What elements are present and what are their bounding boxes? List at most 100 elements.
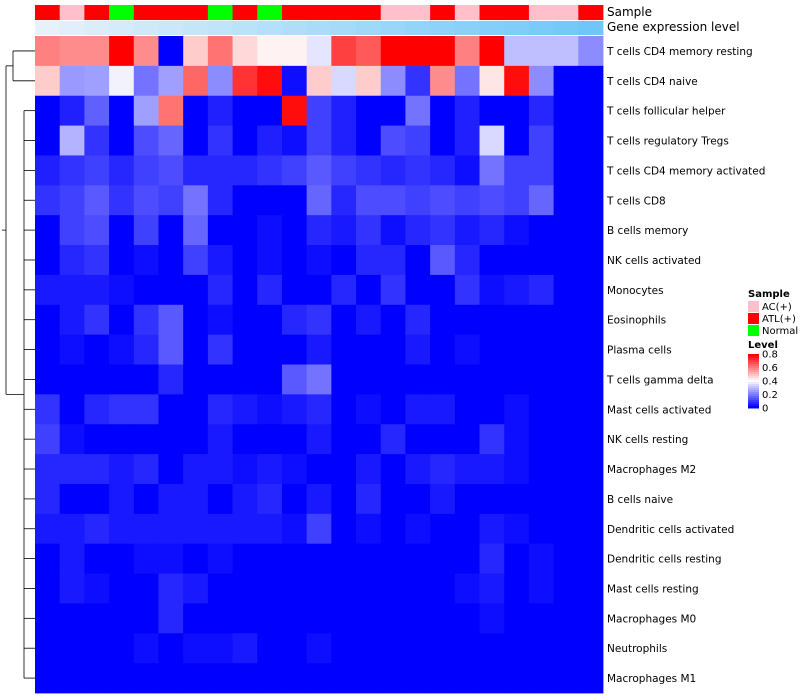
heatmap-cell: [405, 603, 431, 634]
heatmap-cell: [331, 603, 357, 634]
expression-annotation-cell: [454, 21, 480, 35]
heatmap-cell: [257, 304, 283, 336]
heatmap-cell: [183, 603, 209, 634]
heatmap-cell: [281, 663, 308, 694]
heatmap-cell: [504, 543, 530, 574]
heatmap-cell: [504, 424, 530, 455]
sample-annotation-cell: [133, 5, 159, 20]
heatmap-cell: [59, 304, 85, 336]
heatmap-cell: [454, 36, 480, 67]
heatmap-cell: [380, 573, 406, 604]
sample-annotation-cell: [232, 5, 258, 20]
legend-level-tick: 0.2: [762, 390, 778, 401]
heatmap-cell: [454, 245, 480, 276]
heatmap-cell: [405, 274, 431, 306]
heatmap-cell: [380, 155, 406, 186]
annotation-label-expression: Gene expression level: [607, 20, 740, 34]
heatmap-cell: [133, 304, 159, 336]
heatmap-cell: [331, 573, 357, 604]
heatmap-cell: [356, 424, 382, 455]
heatmap-cell: [207, 603, 233, 634]
heatmap-cell: [133, 543, 159, 574]
heatmap-cell: [84, 185, 110, 216]
heatmap-cell: [207, 394, 233, 425]
heatmap-cell: [405, 125, 431, 156]
heatmap-cell: [133, 663, 159, 694]
expression-annotation-cell: [59, 21, 85, 35]
heatmap-cell: [232, 633, 258, 664]
heatmap-cell: [405, 215, 431, 246]
heatmap-cell: [35, 543, 61, 574]
heatmap-cell: [59, 125, 85, 156]
heatmap-cell: [479, 125, 505, 156]
heatmap-cell: [59, 483, 85, 515]
heatmap-cell: [504, 334, 530, 365]
heatmap-cell: [232, 185, 258, 216]
heatmap-cell: [454, 663, 480, 694]
heatmap-cell: [158, 274, 184, 306]
heatmap-cell: [306, 454, 332, 485]
heatmap-cell: [281, 633, 308, 664]
heatmap-cell: [553, 36, 579, 67]
heatmap-cell: [528, 125, 555, 156]
heatmap-cell: [133, 394, 159, 425]
heatmap-cell: [553, 245, 579, 276]
legend-sample-label: Normal: [762, 326, 798, 337]
heatmap-cell: [232, 454, 258, 485]
heatmap-cell: [207, 513, 233, 545]
row-label: Macrophages M2: [607, 464, 696, 476]
heatmap-cell: [380, 454, 406, 485]
heatmap-cell: [380, 65, 406, 97]
expression-annotation-cell: [133, 21, 159, 35]
heatmap-cell: [356, 603, 382, 634]
heatmap-cell: [553, 274, 579, 306]
heatmap-cell: [232, 513, 258, 545]
heatmap-cell: [281, 36, 308, 67]
heatmap-cell: [84, 65, 110, 97]
heatmap-cell: [553, 633, 579, 664]
heatmap-cell: [35, 215, 61, 246]
heatmap-cell: [528, 155, 555, 186]
sample-annotation-cell: [528, 5, 555, 20]
heatmap-cell: [380, 125, 406, 156]
heatmap-cell: [35, 483, 61, 515]
heatmap-cell: [183, 483, 209, 515]
heatmap-cell: [331, 334, 357, 365]
heatmap-cell: [553, 364, 579, 395]
heatmap-cell: [257, 573, 283, 604]
heatmap-cell: [35, 125, 61, 156]
legend-sample-label: AC(+): [762, 302, 792, 313]
heatmap-cell: [553, 483, 579, 515]
heatmap-cell: [133, 95, 159, 126]
heatmap-cell: [281, 543, 308, 574]
heatmap-cell: [430, 155, 456, 186]
legend-level-gradient-step: [748, 362, 759, 365]
heatmap-cell: [158, 483, 184, 515]
heatmap-cell: [578, 334, 604, 365]
heatmap-cell: [257, 215, 283, 246]
heatmap-cell: [158, 125, 184, 156]
legend-level-gradient-step: [748, 370, 759, 373]
heatmap-cell: [331, 394, 357, 425]
heatmap-cell: [183, 454, 209, 485]
heatmap-cell: [380, 513, 406, 545]
heatmap-cell: [405, 543, 431, 574]
heatmap-cell: [281, 334, 308, 365]
heatmap-cell: [183, 394, 209, 425]
heatmap-cell: [356, 125, 382, 156]
heatmap-cell: [183, 513, 209, 545]
heatmap-cell: [528, 394, 555, 425]
heatmap-cell: [553, 185, 579, 216]
heatmap-cell: [59, 424, 85, 455]
heatmap-cell: [257, 663, 283, 694]
heatmap-cell: [281, 424, 308, 455]
heatmap-cell: [430, 663, 456, 694]
heatmap-cell: [158, 454, 184, 485]
heatmap-cell: [281, 603, 308, 634]
legend-level-tick: 0.6: [762, 363, 778, 374]
heatmap-cell: [331, 543, 357, 574]
heatmap-cell: [578, 95, 604, 126]
heatmap-cell: [232, 364, 258, 395]
heatmap-cell: [479, 454, 505, 485]
heatmap-cell: [183, 663, 209, 694]
